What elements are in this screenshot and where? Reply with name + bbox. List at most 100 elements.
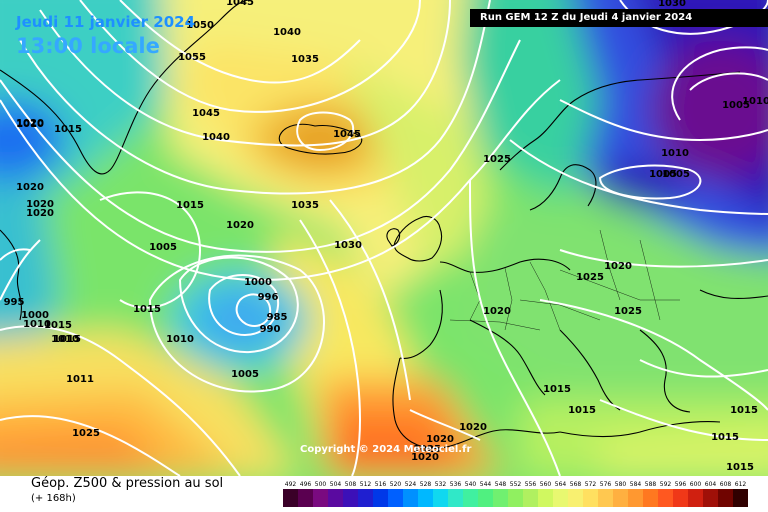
isobar-pressure-label: 1005 — [149, 242, 177, 253]
legend-tick-label: 524 — [405, 481, 417, 488]
legend-swatch — [583, 489, 598, 507]
isobar-pressure-label: 1055 — [178, 52, 206, 63]
isobar-pressure-label: 1040 — [202, 132, 230, 143]
legend-tick-label: 612 — [735, 481, 747, 488]
isobar-pressure-label: 1015 — [726, 462, 754, 473]
isobar-pressure-label: 1030 — [658, 0, 686, 9]
isobar-pressure-label: 1010 — [661, 148, 689, 159]
isobar-pressure-label: 1040 — [273, 27, 301, 38]
isobar-pressure-label: 1000 — [21, 310, 49, 321]
legend-swatch — [598, 489, 613, 507]
legend-swatch — [433, 489, 448, 507]
legend-swatch — [358, 489, 373, 507]
isobar-pressure-label: 1005 — [662, 169, 690, 180]
isobar-pressure-label: 1020 — [604, 261, 632, 272]
legend-tick-label: 500 — [315, 481, 327, 488]
isobar-pressure-label: 1015 — [568, 405, 596, 416]
legend-swatch — [373, 489, 388, 507]
isobars — [0, 0, 768, 476]
isobar-pressure-label: 1025 — [413, 444, 441, 455]
isobar-pressure-label: 1011 — [66, 374, 94, 385]
legend-tick-label: 564 — [555, 481, 567, 488]
legend-tick-label: 516 — [375, 481, 387, 488]
color-scale-legend: 492 496 500 504 508 512 516 520 524 528 532 536 540 5… — [283, 481, 748, 507]
legend-tick-label: 532 — [435, 481, 447, 488]
forecast-date: Jeudi 11 janvier 2024 — [16, 13, 196, 31]
legend-swatch — [733, 489, 748, 507]
legend-tick-label: 552 — [510, 481, 522, 488]
isobar-pressure-label: 1010 — [742, 96, 768, 107]
forecast-step: (+ 168h) — [31, 493, 76, 504]
legend-tick-label: 596 — [675, 481, 687, 488]
isobar-pressure-label: 1045 — [226, 0, 254, 8]
isobar-pressure-label: 1010 — [23, 319, 51, 330]
legend-tick-label: 584 — [630, 481, 642, 488]
legend-tick-label: 496 — [300, 481, 312, 488]
isobar-pressure-label: 1010 — [166, 334, 194, 345]
legend-swatch — [343, 489, 358, 507]
legend-swatch — [703, 489, 718, 507]
legend-tick-label: 600 — [690, 481, 702, 488]
legend-swatches — [283, 489, 748, 507]
legend-tick-label: 508 — [345, 481, 357, 488]
map-canvas: 1045 1050 1040 1035 1055 1045 1040 1045 1035 1015… — [0, 0, 768, 476]
legend-tick-label: 576 — [600, 481, 612, 488]
legend-swatch — [628, 489, 643, 507]
isobar-pressure-label: 1020 — [426, 434, 454, 445]
legend-tick-label: 568 — [570, 481, 582, 488]
isobar-pressure-label: 1015 — [176, 200, 204, 211]
legend-swatch — [283, 489, 298, 507]
legend-swatch — [313, 489, 328, 507]
legend-swatch — [298, 489, 313, 507]
legend-tick-label: 492 — [285, 481, 297, 488]
isobar-pressure-label: 1035 — [291, 200, 319, 211]
isobar-pressure-label: 990 — [260, 324, 281, 335]
isobar-pressure-label: 1010 — [16, 119, 44, 130]
legend-swatch — [523, 489, 538, 507]
isobar-pressure-label: 1020 — [26, 199, 54, 210]
isobar-pressure-label: 1015 — [53, 334, 81, 345]
isobar-pressure-label: 1005 — [722, 100, 750, 111]
isobar-pressure-label: 1015 — [54, 124, 82, 135]
legend-swatch — [508, 489, 523, 507]
isobar-pressure-label: 1020 — [411, 452, 439, 463]
legend-tick-label: 556 — [525, 481, 537, 488]
isobar-pressure-label: 1015 — [711, 432, 739, 443]
isobar-pressure-label: 995 — [4, 297, 25, 308]
pressure-labels: 1045 1050 1040 1035 1055 1045 1040 1045 1035 1015… — [4, 0, 768, 473]
legend-tick-label: 608 — [720, 481, 732, 488]
legend-tick-label: 520 — [390, 481, 402, 488]
copyright-text: Copyright © 2024 Meteociel.fr — [300, 444, 472, 455]
isobar-pressure-label: 1015 — [543, 384, 571, 395]
isobar-pressure-label: 1020 — [16, 182, 44, 193]
legend-swatch — [418, 489, 433, 507]
legend-tick-label: 580 — [615, 481, 627, 488]
legend-swatch — [568, 489, 583, 507]
isobar-pressure-label: 1045 — [192, 108, 220, 119]
isobar-pressure-label: 1015 — [730, 405, 758, 416]
forecast-map: 1045 1050 1040 1035 1055 1045 1040 1045 1035 1015… — [0, 0, 768, 476]
model-run-banner: Run GEM 12 Z du Jeudi 4 janvier 2024 — [470, 9, 768, 27]
isobar-pressure-label: 1000 — [244, 277, 272, 288]
legend-tick-label: 572 — [585, 481, 597, 488]
isobar-pressure-label: 1025 — [72, 428, 100, 439]
legend-tick-label: 536 — [450, 481, 462, 488]
map-footer: Géop. Z500 & pression au sol (+ 168h) 49… — [0, 476, 768, 512]
isobar-pressure-label: 996 — [258, 292, 279, 303]
geopotential-field — [0, 0, 768, 476]
legend-swatch — [673, 489, 688, 507]
isobar-pressure-label: 1020 — [483, 306, 511, 317]
legend-tick-label: 528 — [420, 481, 432, 488]
isobar-pressure-label: 1020 — [459, 422, 487, 433]
coastlines — [0, 0, 768, 449]
legend-swatch — [613, 489, 628, 507]
legend-tick-label: 588 — [645, 481, 657, 488]
legend-tick-label: 592 — [660, 481, 672, 488]
legend-swatch — [718, 489, 733, 507]
isobar-pressure-label: 1025 — [483, 154, 511, 165]
legend-swatch — [463, 489, 478, 507]
isobar-pressure-label: 1010 — [51, 334, 79, 345]
isobar-pressure-label: 1005 — [231, 369, 259, 380]
isobar-pressure-label: 1025 — [576, 272, 604, 283]
